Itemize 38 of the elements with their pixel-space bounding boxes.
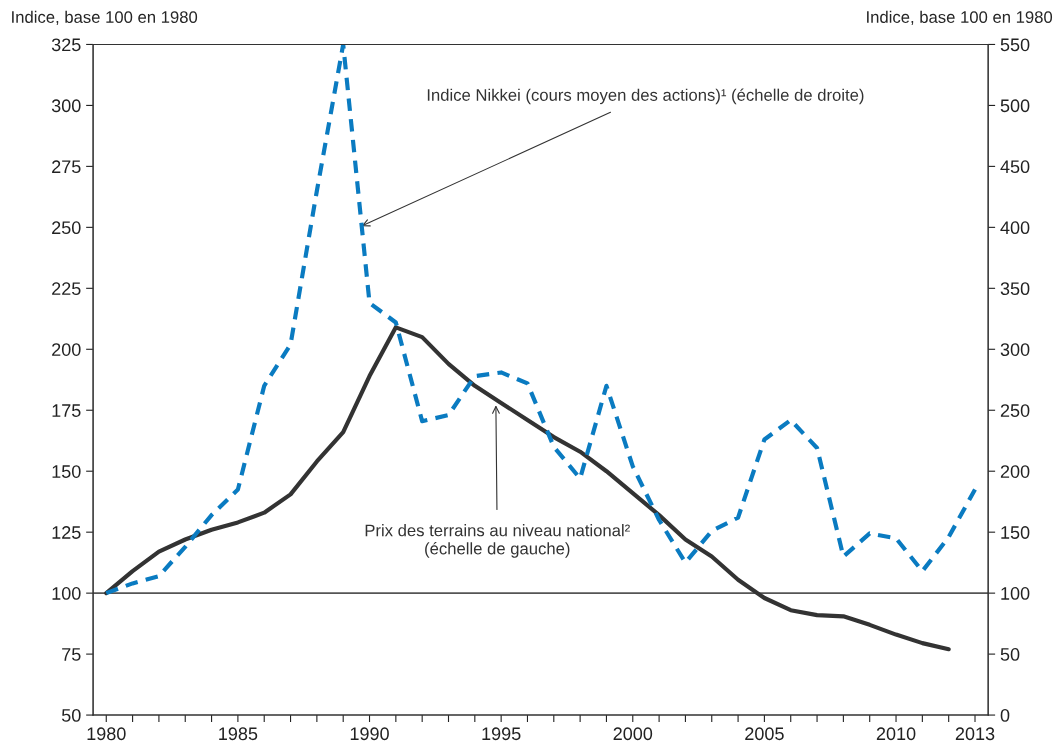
y-tick-label: 250 (52, 221, 81, 235)
x-tick-label: 1985 (219, 727, 258, 741)
y2-axis-title: Indice, base 100 en 1980 (867, 10, 1053, 25)
y-tick-label: 100 (52, 587, 81, 600)
y2-tick-label: 150 (1001, 526, 1030, 539)
y2-tick-label: 300 (1000, 343, 1030, 356)
y2-tick-label: 50 (1000, 648, 1020, 661)
y2-tick-label: 350 (1000, 282, 1030, 296)
x-tick-label: 1995 (482, 727, 521, 741)
y2-tick-label: 200 (1000, 465, 1030, 478)
y2-tick-label: 450 (1000, 160, 1030, 174)
y-tick-label: 275 (52, 160, 81, 174)
x-tick-label: 2013 (955, 727, 995, 741)
annotation: Indice Nikkei (cours moyen des actions)¹ (échelle de droite) (427, 88, 864, 105)
y2-tick-label: 250 (1000, 404, 1030, 417)
y-tick-label: 50 (61, 709, 81, 722)
y2-tick-label: 550 (1000, 38, 1030, 52)
y-tick-label: 125 (52, 526, 81, 539)
y-tick-label: 150 (52, 465, 81, 478)
y-tick-label: 75 (62, 648, 81, 661)
y-tick-label: 175 (52, 404, 81, 417)
y-tick-label: 225 (52, 282, 81, 296)
x-tick-label: 2000 (613, 727, 653, 741)
annotation: Prix des terrains au niveau national² (échelle de gauche) (365, 524, 630, 558)
x-tick-label: 2010 (876, 727, 916, 741)
y2-tick-label: 100 (1001, 587, 1030, 600)
y2-tick-label: 400 (1000, 221, 1030, 235)
x-tick-label: 1990 (350, 727, 389, 741)
y2-tick-label: 0 (1000, 709, 1010, 722)
line-series (104, 44, 978, 596)
x-tick-label: 1980 (87, 727, 126, 741)
line-series (104, 325, 951, 652)
y-tick-label: 300 (51, 99, 81, 113)
x-tick-label: 2005 (745, 727, 784, 741)
y-tick-label: 200 (52, 343, 81, 356)
y-axis-title: Indice, base 100 en 1980 (12, 10, 198, 25)
y2-tick-label: 500 (1000, 99, 1030, 113)
y-tick-label: 325 (51, 38, 81, 52)
